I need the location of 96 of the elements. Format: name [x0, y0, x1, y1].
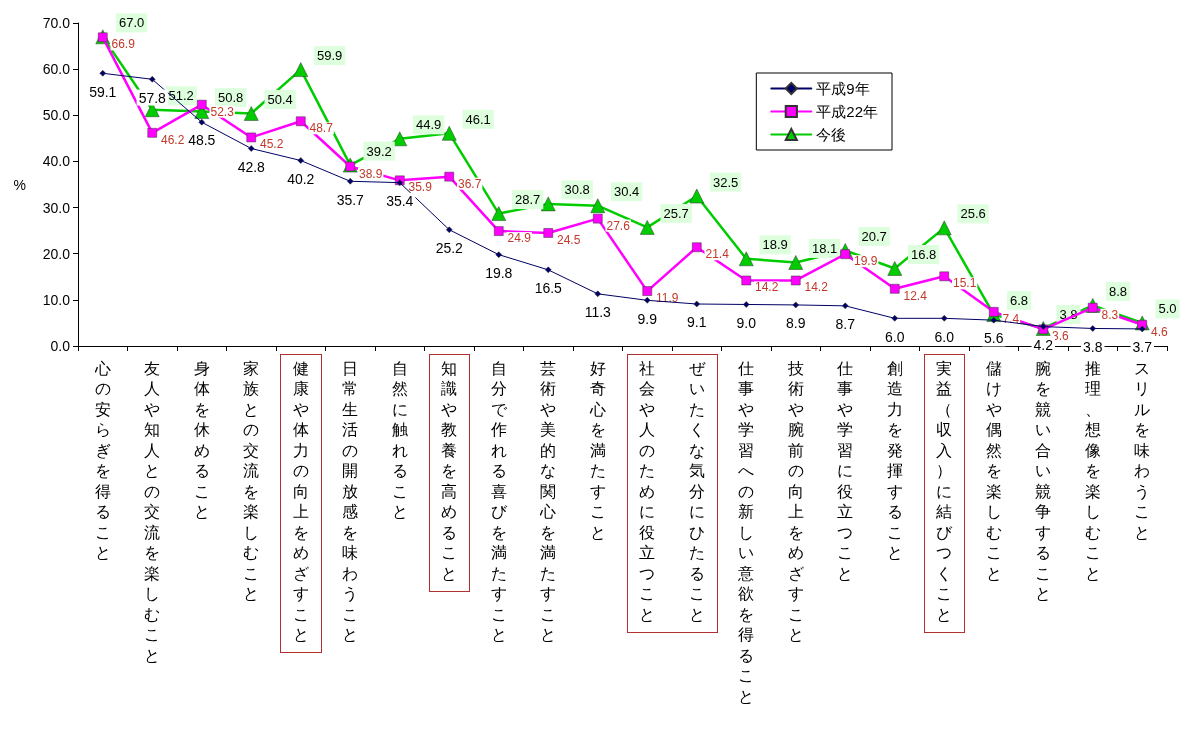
x-tick-label: 身体を休めること — [193, 359, 210, 521]
data-label: 3.7 — [1132, 339, 1153, 356]
y-tick-label: 40.0 — [42, 153, 71, 170]
data-label: 45.2 — [260, 137, 284, 152]
data-label: 30.8 — [564, 182, 590, 198]
y-tick-label: 0.0 — [50, 338, 71, 354]
data-label: 18.9 — [762, 237, 788, 253]
data-label: 42.8 — [237, 158, 266, 175]
data-label: 16.5 — [534, 280, 563, 297]
data-label: 28.7 — [515, 192, 541, 208]
data-label: 8.7 — [835, 316, 856, 333]
data-label: 36.7 — [458, 176, 482, 191]
data-label: 59.1 — [89, 83, 117, 100]
category-label: 仕事や学習への新しい意欲を得ること — [738, 359, 755, 705]
data-label: 25.7 — [663, 205, 689, 221]
data-label: 6.8 — [1010, 293, 1029, 309]
y-tick-label: 10.0 — [42, 291, 71, 308]
data-label: 3.8 — [1083, 338, 1103, 355]
x-tick-label: 自然に触れること — [391, 359, 408, 521]
data-label: 9.0 — [736, 314, 757, 331]
data-label: 48.7 — [309, 121, 334, 136]
data-label: 25.2 — [435, 239, 464, 256]
data-label: 5.6 — [984, 330, 1004, 347]
data-label: 20.7 — [861, 228, 887, 244]
data-label: 6.0 — [885, 328, 905, 345]
data-label: 51.2 — [168, 88, 194, 104]
data-label: 50.4 — [267, 91, 293, 107]
category-label: スリルを味わうこと — [1134, 359, 1151, 541]
data-label: 67.0 — [119, 15, 145, 31]
data-label: 35.7 — [336, 191, 365, 208]
data-label: 21.4 — [705, 247, 730, 262]
category-label: 創造力を発揮すること — [886, 359, 903, 562]
category-label: ぜいたくな気分にひたること — [688, 359, 705, 623]
y-tick-label: 60.0 — [42, 61, 71, 78]
data-label: 27.6 — [606, 218, 631, 233]
category-label: 技術や腕前の向上をめざすこと — [787, 359, 804, 644]
data-label: 14.2 — [804, 280, 829, 295]
data-label: 46.1 — [465, 111, 491, 127]
data-label: 8.3 — [1101, 307, 1119, 322]
data-label: 24.5 — [557, 232, 581, 247]
category-label: 仕事や学習に役立つこと — [837, 359, 854, 582]
category-label: 自分で作れる喜びを満たすこと — [490, 359, 507, 644]
category-label: 腕を競い合い競争すること — [1035, 359, 1052, 603]
data-label: 19.8 — [485, 264, 513, 281]
category-label: 社会や人のために役立つこと — [639, 359, 656, 623]
data-label: 50.8 — [218, 90, 244, 106]
data-label: 5.0 — [1158, 301, 1177, 317]
y-tick-label: 20.0 — [42, 245, 71, 262]
data-label: 25.6 — [960, 206, 986, 222]
category-label: 心の安らぎを得ること — [94, 359, 111, 562]
data-label: 12.4 — [903, 288, 928, 303]
category-label: 好奇心を満たすこと — [589, 359, 606, 541]
data-label: 18.1 — [812, 240, 838, 256]
data-label: 59.9 — [317, 48, 343, 64]
category-label: 知識や教養を高めること — [441, 359, 458, 582]
data-label: 4.6 — [1151, 324, 1169, 339]
legend-label: 平成9年 — [816, 80, 870, 97]
category-label: 儲けや偶然を楽しむこと — [985, 359, 1002, 582]
category-label: 友人や知人との交流を楽しむこと — [144, 359, 161, 664]
data-label: 11.3 — [584, 304, 612, 321]
data-label: 48.5 — [188, 132, 216, 149]
category-label: 推理、想像を楽しむこと — [1084, 359, 1101, 582]
data-label: 40.2 — [287, 170, 315, 187]
category-label: 健康や体力の向上をめざすこと — [292, 359, 309, 644]
category-label: 実益（収入）に結びつくこと — [936, 359, 953, 623]
data-label: 16.8 — [911, 246, 937, 262]
y-tick-label: 30.0 — [42, 199, 71, 216]
data-label: 9.1 — [687, 314, 707, 331]
y-tick-label: 50.0 — [42, 107, 71, 124]
category-label: 家族との交流を楽しむこと — [243, 359, 260, 603]
data-label: 57.8 — [138, 89, 167, 106]
legend-label: 今後 — [816, 126, 847, 143]
data-label: 66.9 — [111, 37, 136, 52]
data-label: 24.9 — [507, 231, 532, 246]
data-label: 38.9 — [359, 166, 383, 181]
data-label: 8.9 — [786, 315, 806, 332]
y-axis-title: % — [13, 176, 26, 193]
data-label: 14.2 — [755, 280, 779, 295]
data-label: 46.2 — [161, 132, 185, 147]
data-label: 32.5 — [713, 174, 739, 190]
category-label: 日常生活の開放感を味わうこと — [342, 359, 359, 644]
data-label: 8.8 — [1109, 283, 1128, 299]
data-label: 35.9 — [408, 180, 433, 195]
data-label: 35.4 — [386, 192, 414, 209]
data-label: 9.9 — [637, 310, 658, 327]
legend-label: 平成22年 — [816, 103, 878, 120]
data-label: 44.9 — [416, 117, 442, 133]
data-label: 39.2 — [366, 143, 392, 159]
data-label: 6.0 — [934, 328, 955, 345]
data-label: 19.9 — [854, 254, 878, 269]
data-label: 4.2 — [1033, 336, 1054, 353]
y-tick-label: 70.0 — [42, 15, 71, 31]
data-label: 15.1 — [953, 276, 977, 291]
data-label: 52.3 — [210, 104, 235, 119]
category-label: 芸術や美的な関心を満たすこと — [540, 359, 557, 644]
data-label: 30.4 — [614, 184, 640, 200]
